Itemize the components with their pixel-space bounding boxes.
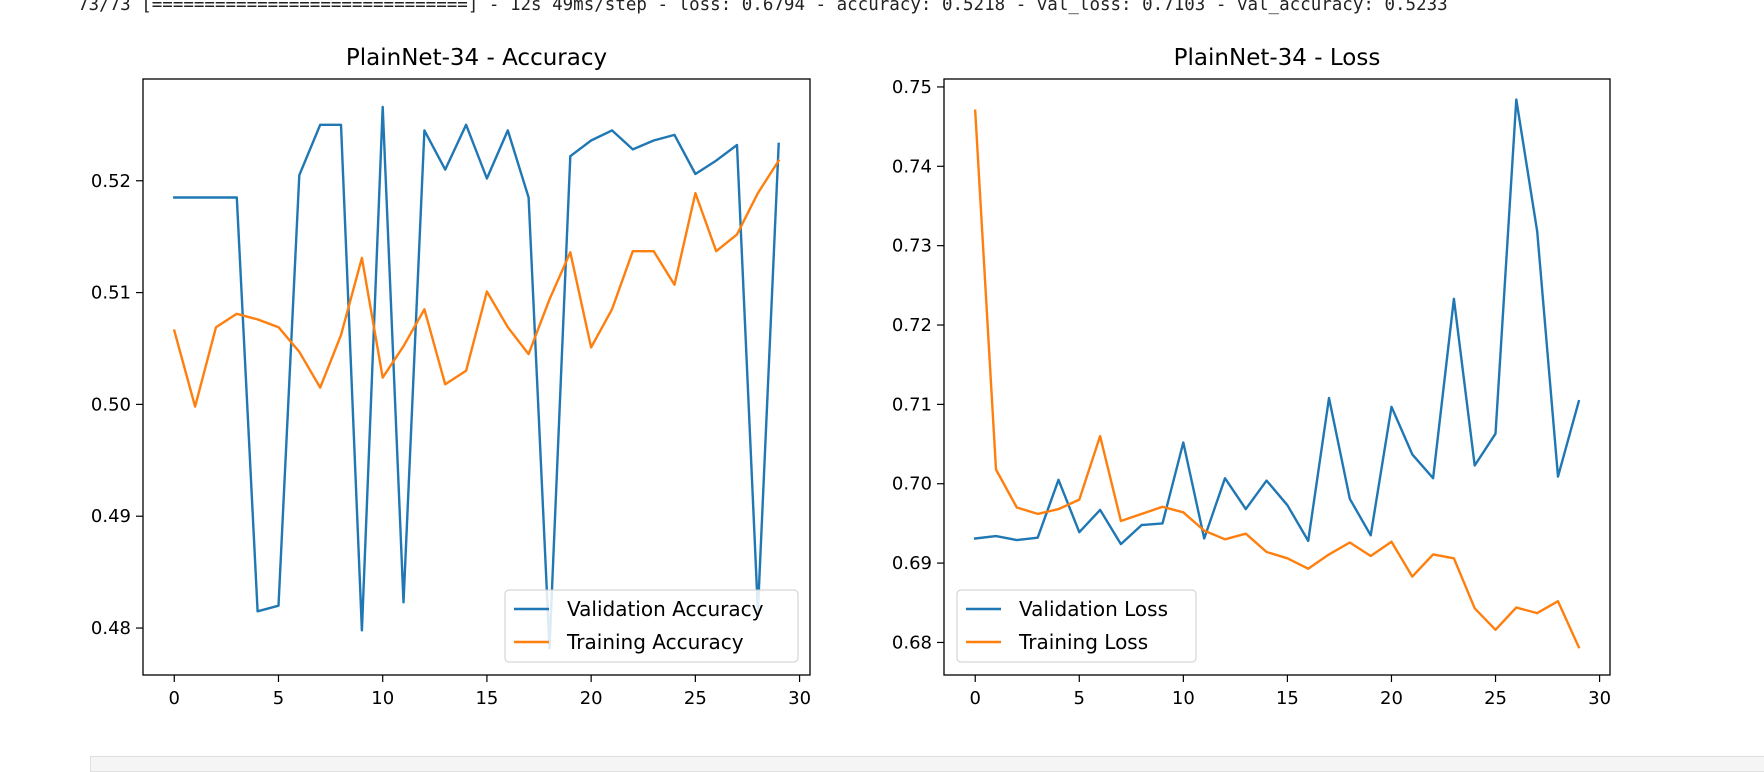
x-tick-label: 10	[1172, 688, 1195, 709]
x-tick-label: 25	[1484, 688, 1507, 709]
series-line-validation-accuracy	[173, 105, 780, 650]
y-tick-label: 0.52	[91, 171, 131, 192]
y-tick-label: 0.75	[892, 77, 932, 98]
legend-box	[504, 589, 799, 663]
series-line-training-accuracy	[172, 158, 781, 408]
y-tick-label: 0.74	[892, 156, 932, 177]
x-tick-label: 20	[580, 688, 603, 709]
legend-label: Training Accuracy	[566, 630, 744, 654]
next-code-cell[interactable]	[90, 756, 1764, 772]
x-tick-label: 25	[684, 688, 707, 709]
y-tick-label: 0.72	[892, 315, 932, 336]
y-tick-label: 0.69	[892, 553, 932, 574]
x-tick-label: 10	[371, 688, 394, 709]
x-tick-label: 0	[969, 688, 980, 709]
x-tick-label: 30	[1588, 688, 1611, 709]
y-tick-label: 0.50	[91, 394, 131, 415]
loss-chart: PlainNet-34 - Loss 0 5 10 15 20 25 30 0.68 0.69 0.…	[892, 45, 1611, 709]
legend-label: Training Loss	[1018, 630, 1148, 654]
training-log-line: 73/73 [==============================] -…	[78, 0, 1448, 15]
x-tick-label: 0	[169, 688, 180, 709]
plot-frame	[142, 78, 811, 676]
y-tick-label: 0.73	[892, 236, 932, 257]
chart-title: PlainNet-34 - Loss	[1174, 45, 1381, 71]
x-tick-label: 30	[788, 688, 811, 709]
chart-legend: Validation Loss Training Loss	[956, 589, 1197, 663]
x-tick-label: 5	[1074, 688, 1085, 709]
chart-title: PlainNet-34 - Accuracy	[346, 45, 607, 71]
y-tick-label: 0.68	[892, 632, 932, 653]
accuracy-chart: PlainNet-34 - Accuracy 0 5 10 15 20 25 30 0.48 0.…	[91, 45, 811, 709]
y-tick-label: 0.70	[892, 474, 932, 495]
chart-legend: Validation Accuracy Training Accuracy	[504, 589, 799, 663]
series-line-training-loss	[973, 109, 1581, 649]
x-tick-label: 20	[1380, 688, 1403, 709]
y-tick-label: 0.51	[91, 283, 131, 304]
plot-frame	[943, 78, 1611, 676]
legend-box	[956, 589, 1197, 663]
y-tick-label: 0.48	[91, 618, 131, 639]
x-tick-label: 5	[273, 688, 284, 709]
x-tick-label: 15	[475, 688, 498, 709]
x-tick-label: 15	[1276, 688, 1299, 709]
series-line-validation-loss	[973, 98, 1581, 546]
y-tick-label: 0.71	[892, 394, 932, 415]
legend-label: Validation Accuracy	[567, 597, 764, 621]
legend-label: Validation Loss	[1019, 597, 1168, 621]
y-tick-label: 0.49	[91, 506, 131, 527]
